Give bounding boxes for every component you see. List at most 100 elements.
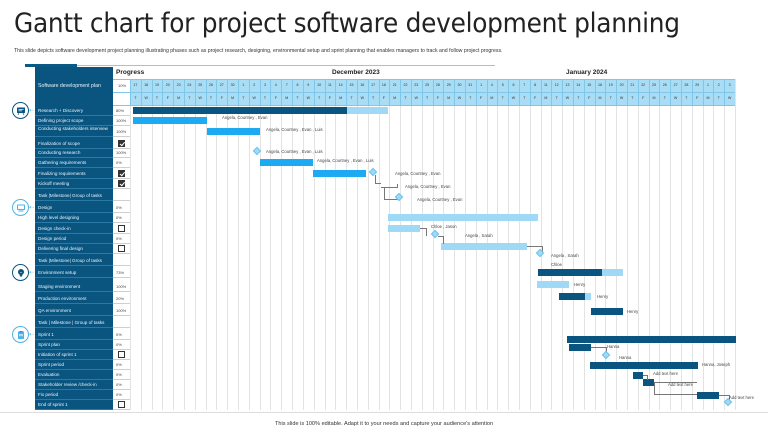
grid-line (173, 79, 174, 410)
task-label[interactable]: Defining project scope (38, 117, 84, 123)
weekday-cell: M (598, 96, 602, 100)
task-label[interactable]: End of sprint 1 (38, 401, 68, 407)
milestone-checkbox[interactable] (118, 139, 125, 147)
gantt-bar[interactable] (538, 269, 602, 276)
gantt-bar[interactable] (697, 392, 719, 399)
date-cell: 20 (165, 83, 170, 87)
row-divider (113, 302, 130, 303)
row-divider (35, 166, 113, 168)
task-label[interactable]: QA environment (38, 307, 71, 313)
task-label[interactable]: Stakeholder review /check-in (38, 381, 97, 387)
grid-line (367, 79, 369, 410)
gantt-bar[interactable] (260, 159, 313, 166)
weekday-cell: T (469, 96, 472, 100)
gantt-bar[interactable] (591, 308, 623, 315)
task-label[interactable]: Finalization of scope (38, 140, 80, 146)
task-label[interactable]: Initiation of sprint 1 (38, 351, 77, 357)
task-label[interactable]: Conducting research (38, 149, 81, 155)
gantt-bar[interactable] (569, 344, 591, 351)
task-label[interactable]: Sprint 1 (38, 331, 54, 337)
gantt-bar[interactable] (441, 243, 527, 250)
task-label[interactable]: Staging environment (38, 283, 81, 289)
weekday-cell: F (436, 96, 439, 100)
progress-value: 20% (116, 296, 125, 301)
milestone-checkbox[interactable] (118, 179, 125, 187)
progress-value: 0% (116, 236, 122, 241)
row-divider (113, 388, 130, 389)
milestone-checkbox[interactable] (118, 224, 125, 232)
row-divider (35, 264, 113, 266)
task-label[interactable]: High level designing (38, 214, 80, 220)
task-label[interactable]: Evaluation (38, 371, 60, 377)
task-label[interactable]: Task | Milestone | Group of tasks (38, 319, 105, 325)
row-divider (113, 211, 130, 212)
milestone-diamond-icon[interactable] (601, 350, 611, 360)
date-cell: 18 (381, 83, 386, 87)
row-divider (35, 199, 113, 201)
grid-line (162, 79, 163, 410)
progress-value: 100% (116, 284, 127, 289)
task-label[interactable]: Design period (38, 235, 67, 241)
gantt-bar[interactable] (585, 293, 591, 300)
weekday-cell: T (685, 96, 688, 100)
gantt-bar[interactable] (559, 293, 585, 300)
date-cell: 27 (673, 83, 678, 87)
gantt-bar[interactable] (347, 107, 388, 114)
grid-line (270, 79, 271, 410)
task-label[interactable]: Fix period (38, 391, 59, 397)
date-cell: 25 (198, 83, 203, 87)
task-label[interactable]: Sprint plan (38, 341, 60, 347)
gantt-bar[interactable] (643, 379, 654, 386)
weekday-cell: F (533, 96, 537, 100)
gantt-bar[interactable] (133, 107, 347, 114)
task-label[interactable]: Task |Milestone| Group of tasks (38, 192, 102, 198)
header-line (113, 79, 735, 80)
gantt-bar[interactable] (388, 214, 538, 221)
milestone-checkbox[interactable] (118, 169, 125, 177)
task-label[interactable]: Kickoff meeting (38, 180, 70, 186)
overall-progress: 10% (118, 83, 127, 88)
milestone-checkbox[interactable] (118, 244, 125, 252)
date-cell: 9 (307, 83, 310, 87)
gantt-bar[interactable] (567, 336, 736, 343)
month-label: December 2023 (332, 69, 380, 76)
gantt-bar[interactable] (207, 128, 260, 135)
task-label[interactable]: Research + Discovery (38, 107, 84, 113)
date-cell: 8 (296, 83, 299, 87)
row-divider (113, 398, 130, 399)
task-label[interactable]: Design (38, 204, 53, 210)
milestone-checkbox[interactable] (118, 350, 125, 358)
gantt-bar[interactable] (590, 362, 698, 369)
assignee-label: Angela, Courtney , Evan (417, 196, 463, 202)
row-divider (113, 242, 130, 243)
date-cell: 23 (414, 83, 419, 87)
weekday-cell: W (511, 96, 516, 100)
weekday-cell: T (188, 96, 191, 100)
weekday-cell: F (642, 96, 645, 100)
task-label[interactable]: Sprint period (38, 361, 65, 367)
gantt-bar[interactable] (633, 372, 643, 379)
task-label[interactable]: Gathering requirements (38, 159, 87, 165)
weekday-cell: F (166, 96, 169, 100)
date-cell: 3 (728, 83, 731, 87)
date-cell: 27 (219, 83, 224, 87)
milestone-checkbox[interactable] (118, 400, 125, 408)
task-label[interactable]: Delivering final design (38, 245, 83, 251)
task-label[interactable]: Task |Milestone| Group of tasks (38, 257, 102, 263)
task-label[interactable]: Finalizing requirements (38, 170, 86, 176)
gantt-bar[interactable] (537, 281, 569, 288)
gantt-bar[interactable] (602, 269, 623, 276)
date-cell: 10 (317, 83, 322, 87)
grid-line (389, 79, 390, 410)
task-label[interactable]: Environment setup (38, 269, 77, 275)
progress-value: 0% (116, 392, 122, 397)
gantt-bar[interactable] (313, 170, 366, 177)
task-label[interactable]: Production environment (38, 295, 87, 301)
gantt-bar[interactable] (388, 225, 420, 232)
task-label[interactable]: Design check-in (38, 225, 71, 231)
weekday-cell: T (134, 96, 137, 100)
grid-line (724, 79, 725, 410)
gantt-bar[interactable] (133, 117, 207, 124)
task-label[interactable]: Conducting stakeholders interview (38, 126, 108, 131)
row-divider (35, 290, 113, 292)
